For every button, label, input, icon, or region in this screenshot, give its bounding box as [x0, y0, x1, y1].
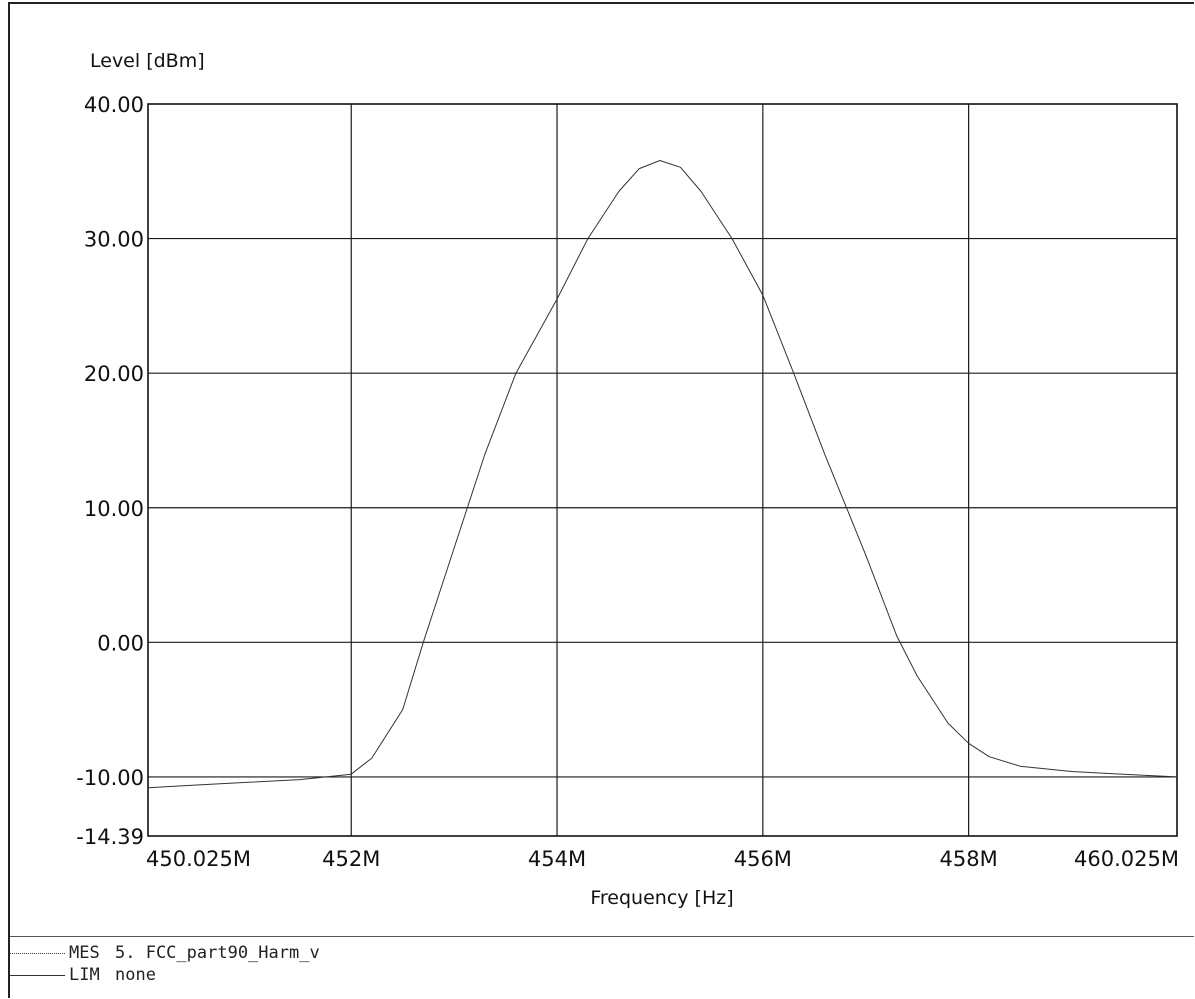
- x-tick-labels: 450.025M 452M 454M 456M 458M 460.025M: [146, 847, 1179, 871]
- y-tick-labels: 40.00 30.00 20.00 10.00 0.00 -10.00 -14.39: [76, 93, 144, 849]
- x-axis-label: Frequency [Hz]: [590, 887, 733, 909]
- y-tick-label: 30.00: [84, 228, 144, 252]
- plot-area: [148, 104, 1177, 836]
- legend: MES 5. FCC_part90_Harm_v LIM none: [10, 942, 320, 986]
- x-tick-label: 454M: [528, 847, 586, 871]
- legend-swatch-lim: [10, 975, 65, 976]
- y-axis-label: Level [dBm]: [90, 50, 205, 72]
- y-tick-label: -10.00: [76, 766, 144, 790]
- y-tick-label: 10.00: [84, 497, 144, 521]
- y-tick-label: -14.39: [76, 825, 144, 849]
- legend-item-lim: LIM none: [10, 964, 320, 986]
- y-tick-label: 40.00: [84, 93, 144, 117]
- x-tick-label: 460.025M: [1074, 847, 1179, 871]
- legend-divider: [10, 936, 1194, 937]
- legend-item-mes: MES 5. FCC_part90_Harm_v: [10, 942, 320, 964]
- legend-code: MES: [69, 943, 115, 963]
- x-tick-label: 458M: [940, 847, 998, 871]
- legend-code: LIM: [69, 965, 115, 985]
- legend-text: none: [115, 965, 156, 985]
- legend-text: 5. FCC_part90_Harm_v: [115, 943, 320, 963]
- x-tick-label: 450.025M: [146, 847, 251, 871]
- y-tick-label: 0.00: [97, 631, 144, 655]
- grid-layer: [148, 104, 1177, 836]
- x-tick-label: 456M: [734, 847, 792, 871]
- x-tick-label: 452M: [322, 847, 380, 871]
- trace-layer: [148, 161, 1177, 788]
- legend-swatch-mes: [10, 953, 65, 954]
- series-line-mes: [148, 161, 1177, 788]
- y-tick-label: 20.00: [84, 362, 144, 386]
